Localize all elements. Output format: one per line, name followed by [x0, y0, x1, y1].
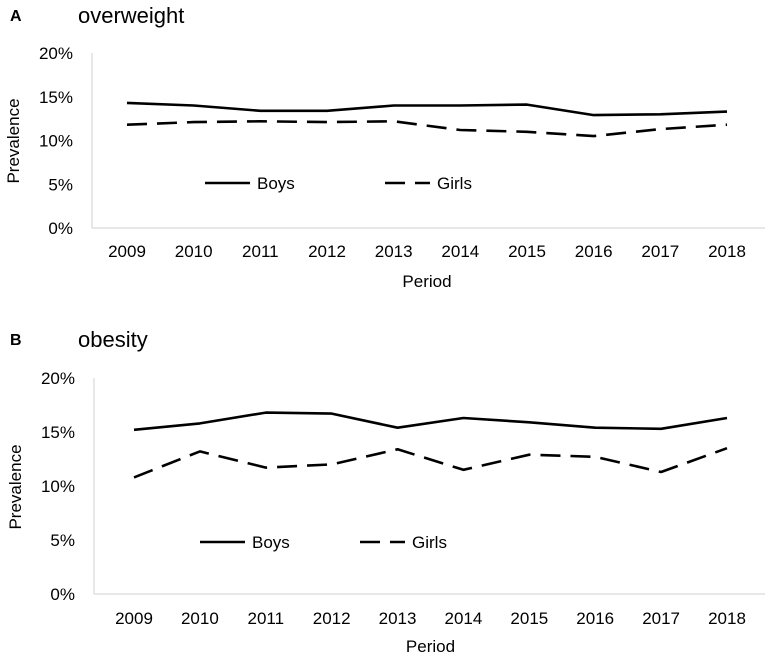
x-tick-label: 2012	[313, 609, 351, 628]
x-tick-label: 2012	[308, 242, 346, 261]
series-line-girls	[133, 446, 728, 479]
x-tick-label: 2015	[508, 242, 546, 261]
x-tick-label: 2014	[441, 242, 479, 261]
chart-title-obesity: obesity	[78, 327, 148, 352]
legend-label-boys: Boys	[252, 533, 290, 552]
panel-letter-b: B	[10, 332, 22, 349]
y-tick-label: 5%	[50, 531, 75, 550]
y-tick-label: 0%	[50, 585, 75, 604]
y-tick-label: 15%	[41, 423, 75, 442]
y-axis-label: Prevalence	[4, 98, 23, 183]
y-tick-label: 10%	[39, 132, 73, 151]
x-axis-label: Period	[406, 637, 455, 656]
x-tick-label: 2010	[175, 242, 213, 261]
x-tick-label: 2018	[708, 242, 746, 261]
x-tick-label: 2009	[108, 242, 146, 261]
panel-b-obesity: B obesity 0% 5% 10% 15% 20% 2009 2010 2011 2012 2…	[0, 327, 765, 657]
x-tick-label: 2014	[445, 609, 483, 628]
y-tick-label: 20%	[41, 369, 75, 388]
x-tick-label: 2010	[181, 609, 219, 628]
x-tick-label: 2009	[115, 609, 153, 628]
y-tick-label: 0%	[48, 219, 73, 238]
chart-title-overweight: overweight	[78, 3, 185, 28]
series-line-boys	[126, 101, 728, 117]
x-tick-label: 2011	[242, 242, 279, 261]
x-tick-label: 2013	[375, 242, 413, 261]
x-axis-label: Period	[402, 272, 451, 291]
x-tick-label: 2017	[641, 242, 679, 261]
legend-label-boys: Boys	[257, 174, 295, 193]
legend-label-girls: Girls	[437, 174, 472, 193]
panel-letter-a: A	[10, 8, 22, 25]
x-tick-label: 2018	[708, 609, 746, 628]
chart-obesity: 0% 5% 10% 15% 20% 2009 2010 2011 2012 2013 2014 201…	[6, 369, 765, 656]
y-axis-label: Prevalence	[6, 444, 25, 529]
panel-a-overweight: A overweight 0% 5% 10% 15% 20% 2009 2010 2011 20…	[4, 3, 765, 291]
y-tick-label: 15%	[39, 88, 73, 107]
y-tick-label: 20%	[39, 44, 73, 63]
x-tick-label: 2017	[642, 609, 680, 628]
x-tick-label: 2011	[247, 609, 284, 628]
series-line-boys	[133, 411, 728, 432]
x-tick-label: 2015	[510, 609, 548, 628]
x-tick-label: 2016	[576, 609, 614, 628]
x-tick-label: 2016	[575, 242, 613, 261]
y-tick-label: 5%	[48, 175, 73, 194]
y-tick-label: 10%	[41, 477, 75, 496]
chart-overweight: 0% 5% 10% 15% 20% 2009 2010 2011 2012 2013 2014 201…	[4, 44, 765, 291]
series-line-girls	[126, 120, 728, 138]
legend-label-girls: Girls	[412, 533, 447, 552]
x-tick-label: 2013	[379, 609, 417, 628]
